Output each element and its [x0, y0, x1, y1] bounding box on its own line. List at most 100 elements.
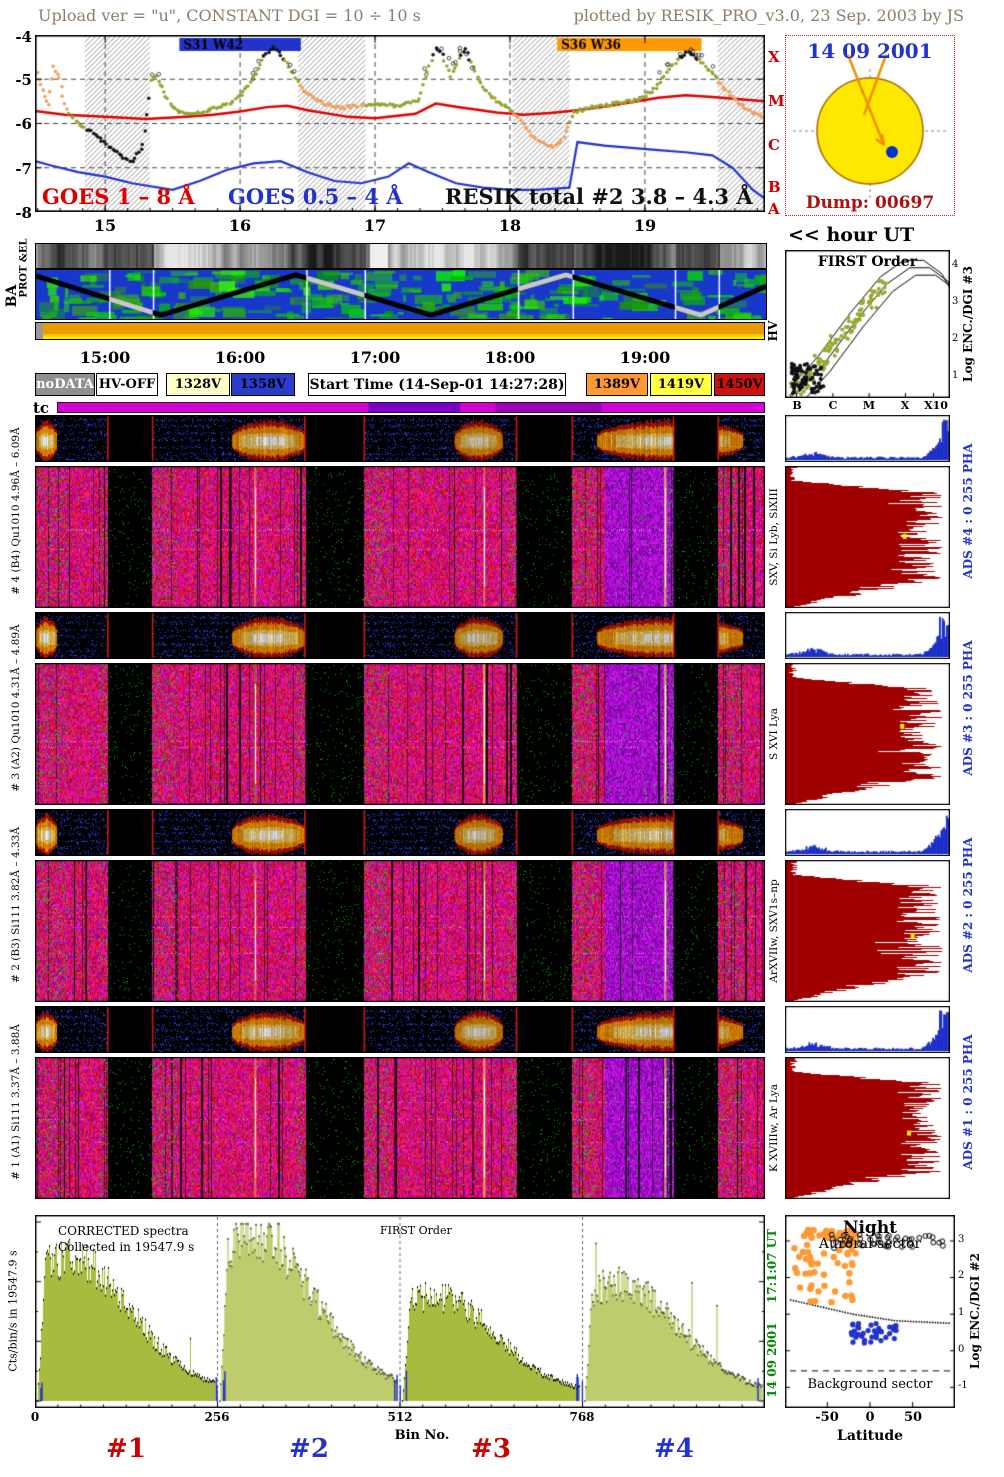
- goes-class-b: B: [768, 178, 781, 196]
- bin-axis-label: Bin No.: [394, 1428, 450, 1443]
- legend-1328v: 1328V: [166, 373, 230, 396]
- goes-long-label: GOES 1 – 8 Å: [42, 184, 195, 209]
- ads-histogram-ch3-canvas: [785, 663, 950, 805]
- goes-xtick: 17: [363, 216, 387, 235]
- bin-tick: 768: [569, 1410, 595, 1424]
- pha-histogram-ch1-canvas: [785, 1006, 950, 1053]
- spectrogram-ch2-main-canvas: [35, 860, 765, 1002]
- enc-tick: 2: [958, 1270, 965, 1281]
- pha-histogram-ch3-canvas: [785, 612, 950, 659]
- corrected-spectra-canvas: [35, 1215, 765, 1408]
- header-right-text: plotted by RESIK_PRO_v3.0, 23 Sep. 2003 …: [573, 6, 964, 25]
- spectrogram-ch1-main-canvas: [35, 1057, 765, 1199]
- spectrogram-ch3-pha-canvas: [35, 612, 765, 659]
- ads-1-label: ADS #1 : 0 255 PHA: [961, 1034, 975, 1170]
- segment-label-3: #3: [471, 1434, 511, 1464]
- aurora-subtitle: Auroral sector: [818, 1236, 922, 1252]
- goes-short-label: GOES 0.5 – 4 Å: [228, 184, 403, 209]
- hour-ut-label: << hour UT: [788, 224, 915, 246]
- segment-label-1: #1: [106, 1434, 146, 1464]
- proton-electron-strip-canvas: [35, 243, 767, 269]
- pha-histogram-ch2-canvas: [785, 809, 950, 856]
- legend-1358v: 1358V: [231, 373, 295, 396]
- background-sector-label: Background sector: [807, 1377, 933, 1392]
- ba-telemetry-canvas: [35, 269, 767, 320]
- solar-disk-canvas: [785, 35, 955, 216]
- goes-xtick: 16: [228, 216, 252, 235]
- enc-tick: 0: [958, 1344, 965, 1355]
- spectra-title-3: FIRST Order: [380, 1224, 452, 1237]
- spectra-ylabel: Cts/bin/s in 19547.9 s: [6, 1250, 20, 1372]
- spectra-title-1: CORRECTED spectra: [58, 1224, 189, 1238]
- ads-2-label: ADS #2 : 0 255 PHA: [961, 837, 975, 973]
- channel-1-label: # 1 (A1) Si111 3.37Å – 3.88Å: [10, 1024, 22, 1180]
- goes-class-x: X: [768, 48, 780, 66]
- prot-el-label: PROT &EL: [18, 238, 30, 298]
- lines-ch1-label: K XVIIIw, Ar Lya: [768, 1083, 780, 1173]
- aurora-scatter-canvas: [785, 1215, 955, 1408]
- observation-date: 14 09 2001: [807, 39, 933, 63]
- goes-class-m: M: [768, 92, 785, 110]
- goes-ytick: -4: [15, 28, 32, 46]
- header-left-text: Upload ver = "u", CONSTANT DGI = 10 ÷ 10…: [38, 6, 421, 25]
- enc-tick: -1: [958, 1380, 968, 1391]
- time-tick: 17:00: [349, 348, 401, 367]
- spectra-title-2: Collected in 19547.9 s: [58, 1240, 195, 1254]
- lat-tick: 50: [903, 1410, 923, 1425]
- legend-1419v: 1419V: [650, 373, 712, 396]
- goes-class-c: C: [768, 136, 780, 154]
- aurora-title: Night: [842, 1218, 898, 1238]
- time-tick: 18:00: [484, 348, 536, 367]
- first-order-xtick: B: [792, 399, 802, 412]
- enc-tick: 1: [958, 1307, 965, 1318]
- hv-bar: [35, 322, 765, 340]
- lat-tick: 0: [865, 1410, 875, 1425]
- date-side-text: 14 09 2001: [765, 1322, 779, 1398]
- first-order-ylabel: Log ENC./DGI #3: [961, 266, 975, 382]
- ut-side-text: 17:1:07 UT: [765, 1228, 779, 1304]
- lines-ch4-label: SXV, Si Lyb, SiXIII: [768, 488, 780, 586]
- ads-histogram-ch1-canvas: [785, 1057, 950, 1199]
- first-order-xtick: X10: [924, 399, 948, 412]
- segment-label-4: #4: [654, 1434, 694, 1464]
- tc-bar: [57, 402, 765, 413]
- enc-tick: 3: [958, 1234, 965, 1245]
- legend-1450v: 1450V: [714, 373, 765, 396]
- time-tick: 16:00: [214, 348, 266, 367]
- dump-number: Dump: 00697: [805, 193, 935, 213]
- first-order-ytick: 2: [952, 333, 959, 344]
- bin-tick: 512: [387, 1410, 413, 1424]
- spectrogram-ch1-pha-canvas: [35, 1006, 765, 1053]
- first-order-xtick: C: [828, 399, 838, 412]
- channel-2-label: # 2 (B3) Si111 3.82Å – 4.33Å: [10, 827, 22, 983]
- hv-label: HV: [766, 320, 780, 342]
- goes-xtick: 18: [498, 216, 522, 235]
- first-order-xtick: X: [900, 399, 910, 412]
- first-order-xtick: M: [862, 399, 876, 412]
- goes-flux-plot-canvas: [35, 35, 765, 212]
- lines-ch2-label: ArXVIIw, SXV1s–np: [768, 879, 780, 983]
- legend-hv-off: HV-OFF: [96, 373, 158, 396]
- legend-1389v: 1389V: [586, 373, 648, 396]
- goes-ytick: -5: [15, 71, 32, 89]
- time-tick: 15:00: [79, 348, 131, 367]
- pha-histogram-ch4-canvas: [785, 415, 950, 462]
- first-order-plot-canvas: [785, 250, 950, 398]
- hv-bar-nodata-segment: [36, 323, 43, 339]
- legend-start-time: Start Time (14-Sep-01 14:27:28): [308, 373, 566, 396]
- lat-tick: -50: [815, 1410, 839, 1425]
- resik-total-label: RESIK total #2 3.8 – 4.3 Å: [445, 184, 753, 209]
- lines-ch3-label: S XVI Lya: [768, 707, 780, 761]
- goes-xtick: 19: [633, 216, 657, 235]
- time-tick: 19:00: [619, 348, 671, 367]
- aurora-ylabel: Log ENC./DGI #2: [968, 1253, 982, 1369]
- spectrogram-ch4-main-canvas: [35, 466, 765, 608]
- ba-label: BA: [4, 284, 20, 308]
- spectrogram-ch4-pha-canvas: [35, 415, 765, 462]
- bin-tick: 256: [204, 1410, 230, 1424]
- first-order-ytick: 3: [952, 296, 959, 307]
- tc-label: tc: [33, 399, 50, 417]
- channel-3-label: # 3 (A2) Qu1010 4.31Å – 4.89Å: [10, 624, 22, 792]
- channel-4-label: # 4 (B4) Qu1010 4.96Å – 6.09Å: [10, 427, 22, 595]
